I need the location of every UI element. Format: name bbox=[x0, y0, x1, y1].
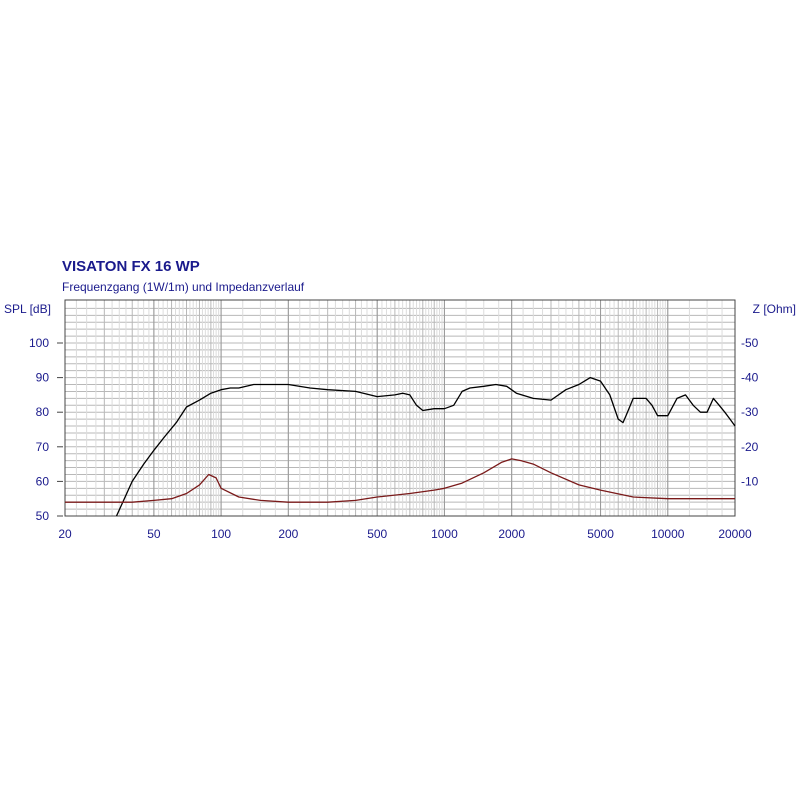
x-tick-label: 1000 bbox=[431, 527, 458, 541]
y-tick-label-right: -20 bbox=[741, 440, 759, 454]
plot-frame bbox=[64, 299, 736, 517]
x-tick-label: 20000 bbox=[718, 527, 752, 541]
x-tick-label: 200 bbox=[278, 527, 298, 541]
y-tick-label-right: -40 bbox=[741, 371, 759, 385]
y-tick-label-left: 80 bbox=[36, 405, 50, 419]
x-tick-label: 20 bbox=[58, 527, 72, 541]
x-tick-label: 50 bbox=[147, 527, 161, 541]
spl-curve bbox=[115, 376, 736, 517]
y-tick-label-left: 100 bbox=[29, 336, 49, 350]
chart-title: VISATON FX 16 WP bbox=[62, 258, 200, 275]
y-tick-label-left: 90 bbox=[36, 371, 50, 385]
x-tick-label: 500 bbox=[367, 527, 387, 541]
x-tick-label: 2000 bbox=[498, 527, 525, 541]
y-tick-label-left: 60 bbox=[36, 474, 50, 488]
y-axis-label-left: SPL [dB] bbox=[4, 302, 51, 316]
y-tick-label-right: -10 bbox=[741, 474, 759, 488]
tick-labels: 20 50 100 200 500 1000 2000 5000 10000 20000 50 60 7… bbox=[29, 336, 759, 541]
chart-subtitle: Frequenzgang (1W/1m) und Impedanzverlauf bbox=[62, 280, 305, 294]
y-tick-label-right: -50 bbox=[741, 336, 759, 350]
x-tick-label: 10000 bbox=[651, 527, 685, 541]
y-tick-label-left: 70 bbox=[36, 440, 50, 454]
series-lines bbox=[65, 376, 736, 517]
impedance-curve bbox=[65, 458, 735, 503]
x-tick-label: 5000 bbox=[587, 527, 614, 541]
grid bbox=[64, 300, 736, 517]
y-tick-label-left: 50 bbox=[36, 509, 50, 523]
y-tick-label-right: -30 bbox=[741, 405, 759, 419]
y-axis-label-right: Z [Ohm] bbox=[753, 302, 796, 316]
x-tick-label: 100 bbox=[211, 527, 231, 541]
